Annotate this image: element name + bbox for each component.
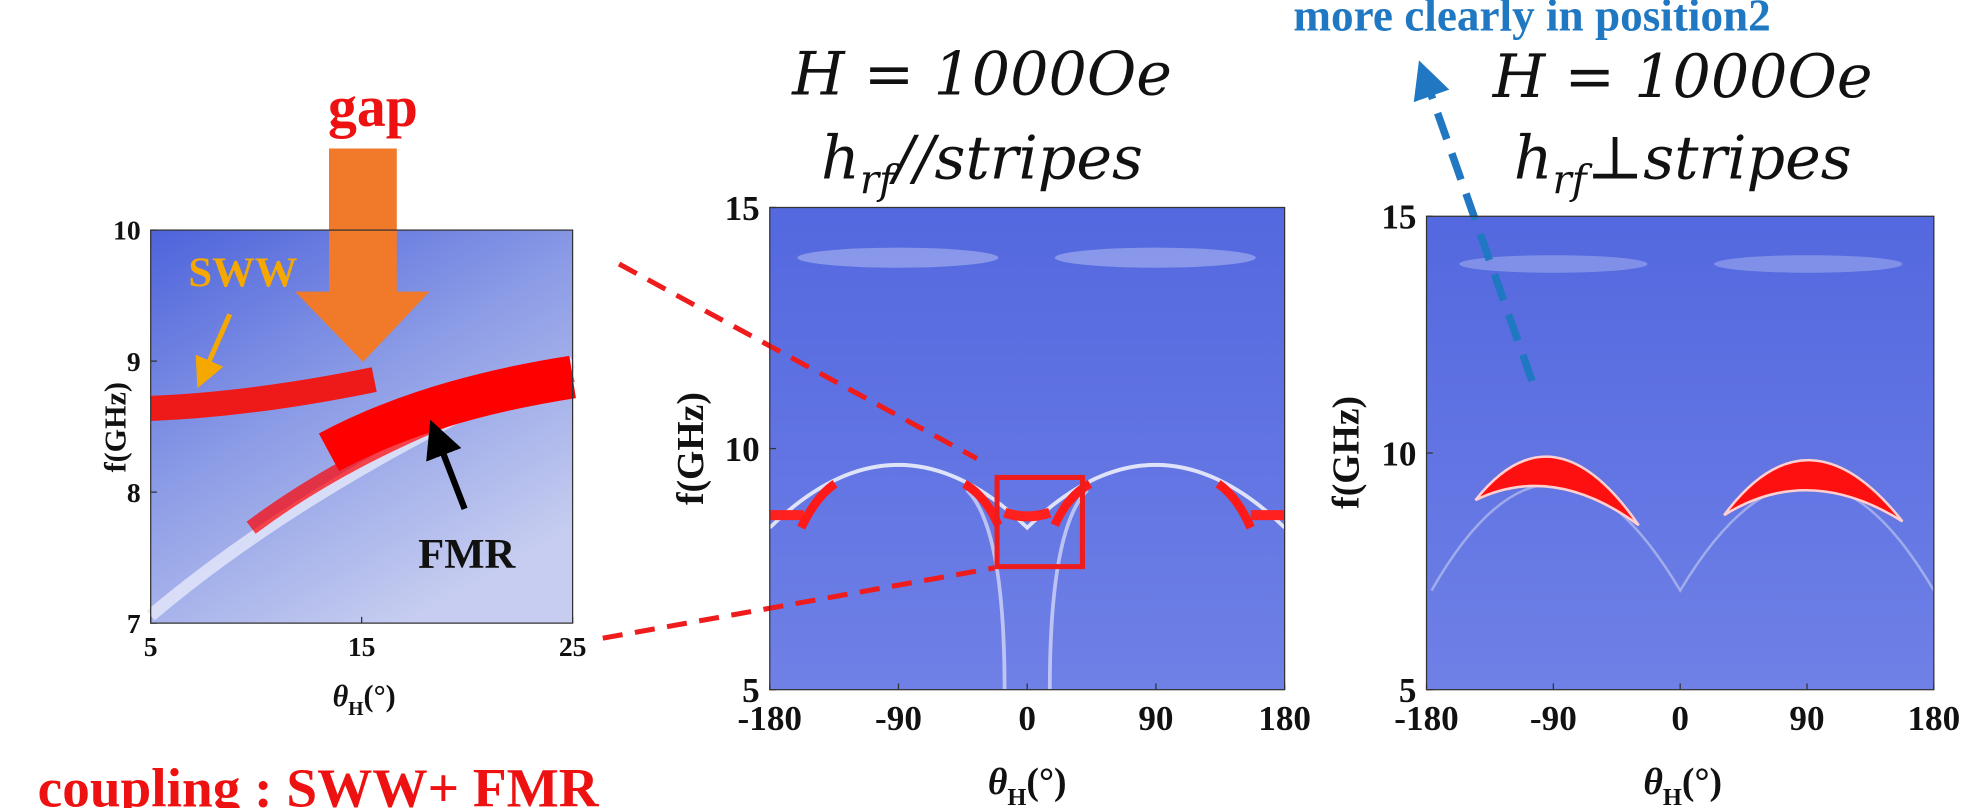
x-tick-label: -90	[1530, 699, 1577, 738]
y-tick-label: 9	[127, 346, 141, 377]
y-tick-label: 7	[127, 608, 141, 639]
annotation: FMR	[418, 531, 516, 578]
annotation: gap	[328, 76, 418, 139]
x-axis-label: θH(°)	[988, 761, 1067, 808]
x-tick-label: 0	[1671, 699, 1689, 738]
annotation: SWW	[188, 250, 297, 297]
y-tick-label: 10	[725, 430, 760, 469]
x-label-unit: (°)	[364, 679, 396, 713]
y-tick-label: 15	[1381, 198, 1416, 237]
mode-trace	[1055, 248, 1256, 268]
x-label-unit: (°)	[1682, 761, 1722, 803]
x-axis-label: θH(°)	[1643, 761, 1722, 808]
title-part: ⊥stripes	[1587, 124, 1852, 194]
x-label-unit: (°)	[1026, 761, 1066, 803]
y-tick-label: 10	[113, 215, 141, 246]
figure: gap SWW FMR coupling : SWW+ FMR more cle…	[0, 0, 1969, 808]
y-axis-label: f(GHz)	[670, 392, 712, 505]
x-tick-label: 90	[1138, 699, 1173, 738]
x-label-symbol: θ	[333, 679, 349, 713]
y-axis-label: f(GHz)	[99, 382, 133, 472]
x-tick-label: -90	[875, 699, 922, 738]
chart-title: H = 1000Oe	[791, 39, 1172, 109]
title-part: //stripes	[889, 124, 1143, 194]
x-tick-label: 180	[1907, 699, 1960, 738]
y-tick-label: 5	[1399, 671, 1417, 710]
x-label-symbol: θ	[1643, 761, 1663, 803]
x-tick-label: 180	[1258, 699, 1311, 738]
mode-trace	[1714, 255, 1902, 273]
x-tick-label: 0	[1018, 699, 1036, 738]
x-axis-label: θH(°)	[333, 679, 396, 720]
mode-trace	[797, 248, 998, 268]
heatmap-image	[770, 207, 1285, 689]
chart-title: hrf⊥stripes	[1514, 124, 1852, 204]
x-tick-label: 90	[1789, 699, 1824, 738]
y-tick-label: 15	[725, 189, 760, 228]
title-part: h	[821, 124, 860, 194]
x-tick-label: 5	[144, 631, 158, 662]
y-tick-label: 5	[742, 671, 760, 710]
annotation: coupling : SWW+ FMR	[38, 757, 600, 808]
annotation: more clearly in position2	[1293, 0, 1770, 40]
y-tick-label: 8	[127, 477, 141, 508]
page: {"chart_data": [ {"type": "heatmap", "x_…	[0, 0, 1969, 808]
heatmap-background	[770, 207, 1285, 689]
x-label-subscript: H	[1007, 784, 1026, 808]
x-label-subscript: H	[348, 699, 363, 720]
y-tick-label: 10	[1381, 434, 1416, 473]
title-part: h	[1514, 124, 1553, 194]
x-label-symbol: θ	[988, 761, 1008, 803]
x-label-subscript: H	[1663, 784, 1682, 808]
chart-title: H = 1000Oe	[1492, 42, 1873, 112]
chart-title: hrf//stripes	[821, 124, 1143, 204]
x-tick-label: 25	[559, 631, 587, 662]
y-axis-label: f(GHz)	[1326, 396, 1368, 509]
x-tick-label: 15	[348, 631, 376, 662]
